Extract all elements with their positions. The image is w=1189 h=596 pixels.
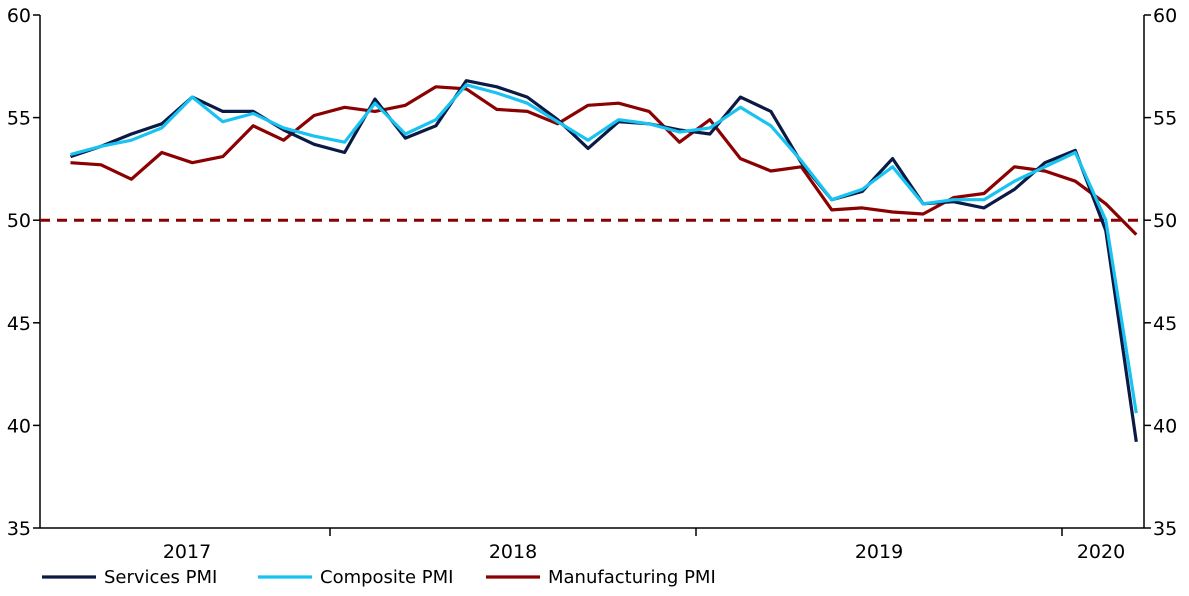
y-tick-label-left: 35 bbox=[7, 518, 31, 540]
y-tick-label-left: 60 bbox=[7, 5, 31, 27]
y-tick-label-left: 40 bbox=[7, 415, 31, 437]
series-line-services-pmi bbox=[69, 79, 1138, 443]
y-tick-label-right: 45 bbox=[1153, 313, 1177, 335]
y-tick-label-right: 35 bbox=[1153, 518, 1177, 540]
axes bbox=[39, 15, 1145, 529]
y-tick-label-right: 60 bbox=[1153, 5, 1177, 27]
legend: Services PMI Composite PMI Manufacturing P… bbox=[42, 567, 716, 588]
y-axis-left: 35 40 45 50 55 60 bbox=[7, 5, 40, 540]
x-tick-label-2020: 2020 bbox=[1077, 541, 1125, 563]
x-axis: 2017 2018 2019 2020 bbox=[163, 528, 1125, 563]
y-tick-label-left: 50 bbox=[7, 210, 31, 232]
series-lines bbox=[69, 79, 1138, 443]
series-line-manufacturing-pmi bbox=[70, 85, 1138, 236]
x-tick-label-2018: 2018 bbox=[489, 541, 537, 563]
legend-label: Composite PMI bbox=[320, 567, 453, 588]
y-tick-label-right: 50 bbox=[1153, 210, 1177, 232]
y-tick-label-right: 55 bbox=[1153, 108, 1177, 130]
x-tick-label-2019: 2019 bbox=[855, 541, 903, 563]
x-tick-label-2017: 2017 bbox=[163, 541, 211, 563]
legend-label: Services PMI bbox=[104, 567, 217, 588]
y-tick-label-left: 45 bbox=[7, 313, 31, 335]
y-tick-label-left: 55 bbox=[7, 108, 31, 130]
legend-label: Manufacturing PMI bbox=[548, 567, 716, 588]
series-line-composite-pmi bbox=[70, 83, 1138, 414]
y-tick-label-right: 40 bbox=[1153, 415, 1177, 437]
y-axis-right: 35 40 45 50 55 60 bbox=[1144, 5, 1177, 540]
